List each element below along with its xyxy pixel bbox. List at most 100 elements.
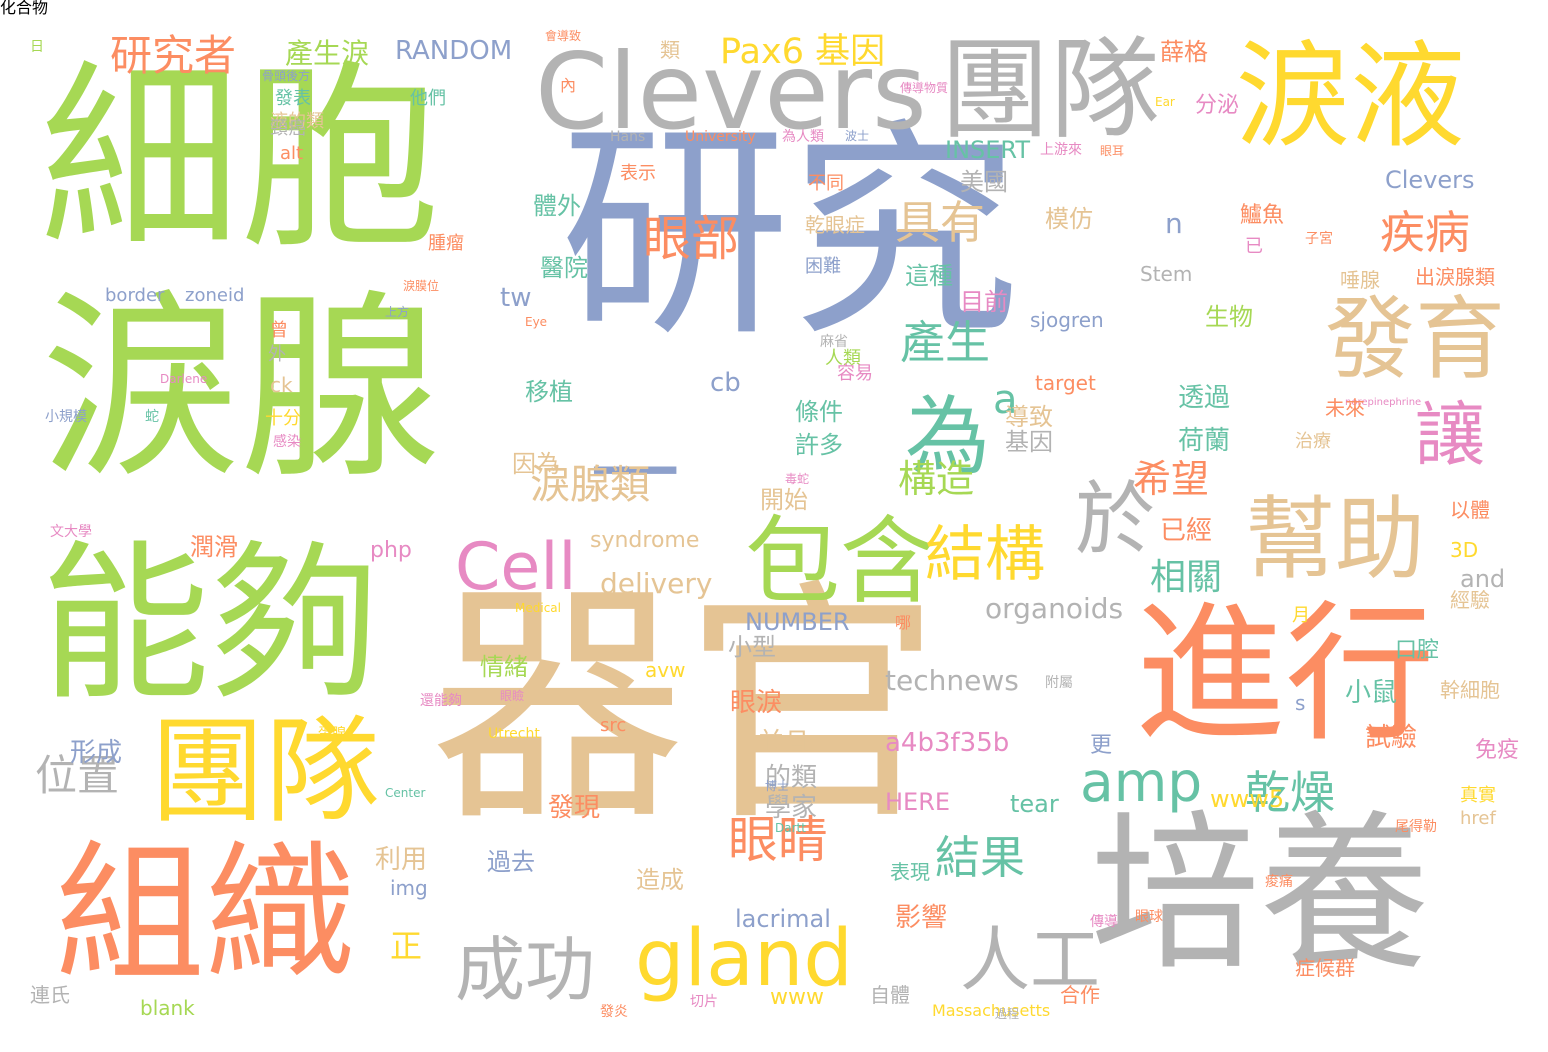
word-cloud-word: 透過 [1178,383,1231,413]
word-cloud-word: 月 [1292,605,1310,626]
word-cloud-word: 一 [590,422,680,527]
word-cloud-word: 結果 [935,831,1026,884]
word-cloud-word: 出淚腺類 [1415,265,1495,289]
word-cloud-word: lacrimal [735,905,831,933]
word-cloud-word: delivery [600,567,713,600]
word-cloud-word: a [993,377,1018,423]
word-cloud-word: RANDOM [395,36,513,66]
word-cloud-word: s [1295,691,1306,715]
word-cloud-word: 淚腺類 [530,462,650,508]
word-cloud-word: 潤滑 [190,533,238,561]
word-cloud-word: 鱸魚 [1240,203,1285,228]
word-cloud-word: 培養 [1090,796,1431,994]
word-cloud-word: tear [1010,790,1059,818]
word-cloud-word: 眼瞼 [500,689,525,703]
word-cloud-word: 不同 [808,173,844,194]
word-cloud-word: 醫院 [540,254,588,282]
word-cloud-word: 試驗 [1365,723,1418,753]
word-cloud-word: 的類 [765,763,818,793]
word-cloud-word: 症候群 [1295,956,1355,980]
word-cloud-word: 困難 [805,256,841,277]
word-cloud-word: Ear [1155,95,1175,109]
word-cloud-word: 淚腺 [40,273,441,506]
word-cloud-word: 體外 [533,192,581,220]
word-cloud-word: Utrecht [488,726,540,742]
word-cloud-word: 蛋腺 [318,726,346,742]
word-cloud-word: 薛格 [1160,38,1208,66]
word-cloud-word: 研究 [560,101,1021,368]
word-cloud-word: 於 [1075,473,1155,566]
word-cloud-word: 發育 [1325,287,1505,392]
word-cloud-word: 經驗 [1450,588,1490,612]
word-cloud-word: 基因 [1005,428,1053,456]
word-cloud-word: syndrome [590,528,700,553]
word-cloud-word: 蛇 [145,409,159,425]
word-cloud-word: src [600,715,627,736]
word-cloud-word: zoneid [185,285,245,306]
word-cloud-word: 內 [560,76,577,95]
word-cloud-word: 類 [660,38,680,62]
word-cloud-word: www [770,985,824,1010]
word-cloud-word: Pax6 基因 [720,32,886,72]
word-cloud-word: 上游來 [1040,142,1082,158]
word-cloud-word: 團隊 [150,705,381,839]
word-cloud-word: 口腔 [1395,638,1440,663]
word-cloud-word: 頸癌 [270,118,306,139]
word-cloud-word: Medical [515,601,561,615]
word-cloud-word: 幫助 [1245,487,1425,592]
word-cloud-word: php [370,538,412,563]
word-cloud-word: 曾 [270,320,288,341]
word-cloud-word: 真實 [1460,785,1496,806]
word-cloud-word: alt [280,143,304,164]
word-cloud-word: 分泌 [1195,93,1240,118]
word-cloud-word: 組織 [55,828,356,1002]
word-cloud-word: and [1460,565,1506,593]
word-cloud-word: Darlene [160,372,208,386]
word-cloud-word: Stem [1140,262,1193,286]
word-cloud-word: target [1035,371,1096,395]
word-cloud-word: 研究者 [110,31,237,80]
word-cloud-word: Dartt [775,821,806,835]
word-cloud-word: 能夠 [40,526,381,724]
word-cloud-word: 眼部 [643,211,740,267]
word-cloud-word: 上方 [385,305,410,319]
word-cloud-word: 細胞 [40,43,441,276]
word-cloud-word: img [390,876,428,900]
word-cloud-word: 他們 [410,88,446,109]
word-cloud-word: Hans [610,129,646,145]
word-cloud-word: 自體 [870,983,910,1007]
word-cloud-word: 博士 [765,779,790,793]
word-cloud-word: norepinephrine [1345,397,1422,408]
word-cloud-word: 因為 [512,450,560,478]
word-cloud-word: Clevers [535,31,927,153]
word-cloud-word: 情緒 [480,653,528,681]
word-cloud-word: 外 [268,344,286,365]
word-cloud-word: HERE [885,788,951,816]
word-cloud-word: 具有 [895,196,986,249]
word-cloud-word: Massachusetts [932,1001,1051,1020]
word-cloud-word: 免疫 [1475,738,1520,763]
word-cloud-word: 形成 [70,738,123,768]
word-cloud-word: 相關 [1150,557,1223,598]
word-cloud-word: 過程 [995,1007,1020,1021]
word-cloud-word: INSERT [945,136,1031,164]
word-cloud-word: 讓 [1415,394,1485,476]
word-cloud-word: 骨頭後方 [262,69,311,83]
word-cloud-word: 小型 [728,633,776,661]
word-cloud-word: 眼睛 [728,811,828,869]
word-cloud-word: sjogren [1030,308,1104,332]
word-cloud-word: 器官 [430,559,941,856]
word-cloud-word: cb [710,368,741,398]
word-cloud-word: organoids [985,592,1124,625]
word-cloud-word: 荷蘭 [1178,426,1231,456]
word-cloud-word: 治療 [1295,431,1331,452]
word-cloud-word: 許多 [795,431,843,459]
word-cloud-word: technews [885,664,1019,697]
word-cloud-word: 麻省 [820,334,848,350]
word-cloud-word: Center [385,786,426,800]
word-cloud-word: 發現 [548,793,601,823]
word-cloud-word: 條件 [795,398,843,426]
word-cloud-word: 這種 [905,262,953,290]
word-cloud-word: 人工 [960,919,1100,1001]
